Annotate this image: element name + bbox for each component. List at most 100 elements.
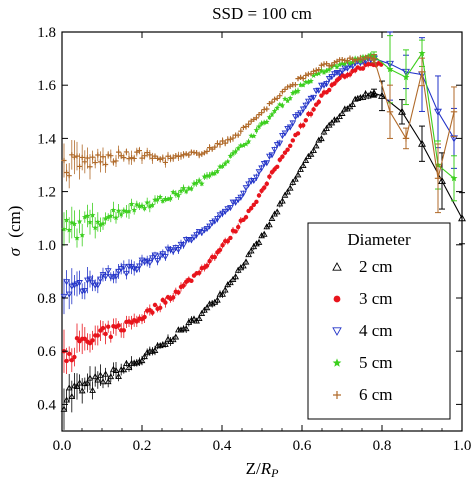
svg-text:σ (cm): σ (cm) [5,206,24,257]
data-point [104,268,112,275]
data-point [155,155,161,161]
data-point [90,154,96,160]
series-tail-line [373,92,463,219]
data-point [332,262,342,271]
data-point [89,212,96,218]
data-point [243,141,249,147]
data-point [281,191,289,198]
data-point [102,370,109,377]
data-point [290,138,296,143]
data-point [121,328,127,333]
y-tick-label: 1.0 [37,238,56,254]
data-point [110,159,116,165]
data-point [307,95,315,102]
data-point [128,264,135,271]
data-point [234,197,242,204]
data-point [338,68,346,75]
data-point [152,196,158,203]
data-point [193,232,200,239]
data-point [221,286,229,293]
data-point [121,155,127,161]
data-point [292,114,299,121]
data-point [108,153,114,159]
data-point [172,190,179,197]
data-point [163,300,168,305]
data-point [162,340,169,347]
data-point [254,199,259,205]
data-point [167,195,174,201]
data-point [347,72,353,77]
data-point [162,254,169,261]
data-point [198,180,205,187]
y-axis-unit: (cm) [5,206,24,238]
data-point [190,234,198,241]
data-point [214,216,221,223]
data-point [240,124,246,131]
data-point [134,319,140,324]
data-point [303,118,309,123]
data-point [157,305,163,311]
data-point [359,93,367,101]
data-point [219,210,226,217]
data-point [97,221,104,228]
data-point [224,158,231,164]
data-point [248,132,255,139]
data-point [273,142,281,149]
data-point [255,169,263,176]
y-tick-label: 1.8 [37,25,56,41]
data-point [66,227,73,233]
data-point [198,309,206,317]
data-point [326,87,332,93]
data-point [216,212,224,219]
data-point [240,262,247,269]
data-point [63,279,70,286]
data-point [196,270,202,276]
data-point [284,97,291,104]
data-point [349,63,356,70]
data-point [82,159,88,165]
data-point [180,242,187,249]
x-axis-slash: / [256,459,261,478]
data-point [71,154,77,160]
data-point [219,163,226,169]
data-point [211,170,218,176]
data-point [188,316,195,323]
data-point [230,150,236,156]
data-point [258,120,265,126]
data-point [117,266,125,273]
data-point [333,391,341,399]
data-point [227,205,234,212]
data-point [332,358,342,367]
data-point [240,142,247,148]
data-point [237,142,244,149]
data-point [315,87,323,94]
data-point [64,358,69,364]
data-point [84,212,91,219]
data-point [79,232,86,238]
data-point [84,379,91,386]
data-point [182,325,190,332]
data-point [328,119,336,126]
data-point [302,102,310,109]
data-point [299,106,307,113]
data-point [151,346,159,354]
data-point [118,211,125,217]
data-point [221,208,229,215]
data-point [196,152,202,158]
data-point [68,219,75,225]
data-point [294,112,302,119]
data-point [319,93,324,98]
data-point [279,89,285,95]
data-point [147,152,153,158]
data-point [87,164,93,170]
data-point [285,147,290,152]
data-point [326,66,333,72]
data-point [94,376,102,383]
data-point [286,184,294,191]
y-tick-label: 1.4 [37,131,56,147]
data-point [60,293,68,300]
data-point [272,96,278,102]
data-point [295,87,301,94]
data-point [230,135,236,141]
data-point [313,68,319,74]
